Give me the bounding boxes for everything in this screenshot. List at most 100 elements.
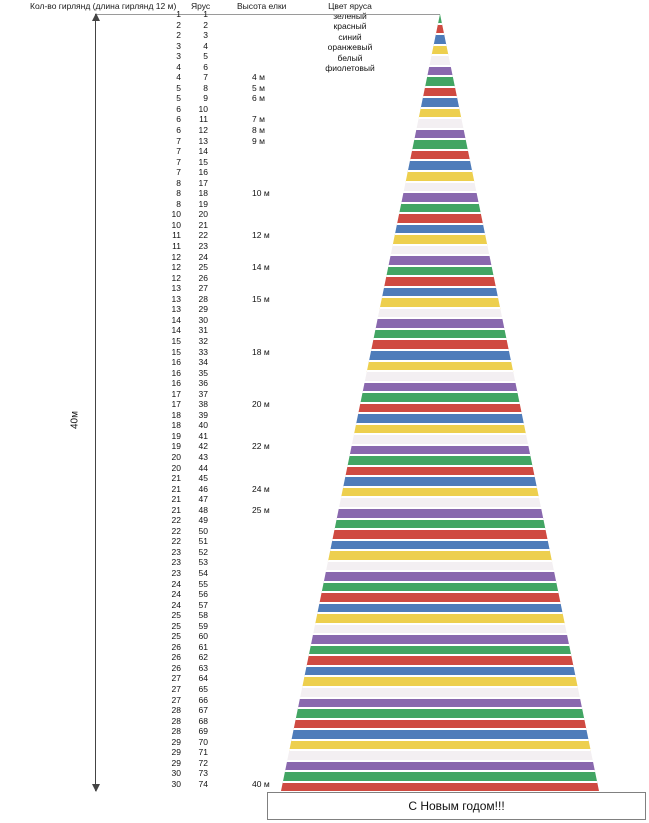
table-row: 7 13 9 м <box>145 136 298 147</box>
tree-height-cell <box>252 631 298 642</box>
table-row: 25 59 <box>145 621 298 632</box>
legend-item-6: фиолетовый <box>325 62 375 73</box>
tree-height-cell: 8 м <box>252 125 265 136</box>
garland-count-cell: 22 <box>171 515 181 526</box>
garland-count-cell: 26 <box>171 641 181 652</box>
table-row: 8 18 10 м <box>145 188 298 199</box>
garland-count-cell: 2 <box>176 30 181 41</box>
tree-tier-stripe <box>281 445 599 457</box>
tier-number-cell: 2 <box>203 19 208 30</box>
tree-height-cell <box>252 51 298 62</box>
tier-number-cell: 68 <box>198 715 208 726</box>
garland-count-cell: 25 <box>171 620 181 631</box>
tree-tier-stripe <box>281 530 599 541</box>
garland-count-cell: 29 <box>171 757 181 768</box>
greeting-banner: С Новым годом!!! <box>267 792 646 820</box>
tree-height-cell <box>252 621 298 632</box>
dimension-extension-line <box>95 14 440 15</box>
garland-count-cell: 16 <box>171 367 181 378</box>
tree-tier-stripe <box>281 77 599 88</box>
tree-height-cell <box>252 104 298 115</box>
tier-number-cell: 38 <box>198 399 208 410</box>
garland-count-cell: 22 <box>171 536 181 547</box>
tree-tier-stripe <box>281 561 599 573</box>
garland-count-cell: 18 <box>171 409 181 420</box>
garland-count-cell: 21 <box>171 494 181 505</box>
tree-tier-stripe <box>281 298 599 309</box>
table-row: 26 63 <box>145 663 298 674</box>
tree-height-cell: 14 м <box>252 262 270 273</box>
tier-number-cell: 63 <box>198 662 208 673</box>
tier-number-cell: 51 <box>198 536 208 547</box>
dimension-total-height-label: 40м <box>69 411 81 429</box>
garland-count-cell: 12 <box>171 251 181 262</box>
tree-tier-stripe <box>281 709 599 720</box>
garland-count-cell: 19 <box>171 441 181 452</box>
tree-height-cell: 20 м <box>252 399 270 410</box>
tier-number-cell: 5 <box>203 51 208 62</box>
tree-height-cell <box>252 515 298 526</box>
tree-tier-stripe <box>281 508 599 520</box>
tree-tier-stripe <box>281 66 599 78</box>
garland-count-cell: 27 <box>171 673 181 684</box>
tree-tier-stripe <box>281 266 599 278</box>
table-row: 21 47 <box>145 494 298 505</box>
tree-tier-stripe <box>281 108 599 120</box>
tree-tier-stripe <box>281 171 599 183</box>
garland-count-cell: 13 <box>171 283 181 294</box>
garland-count-cell: 11 <box>172 241 181 252</box>
table-row: 27 64 <box>145 673 298 684</box>
tier-number-cell: 35 <box>198 367 208 378</box>
tree-tier-stripe <box>281 35 599 46</box>
tree-height-cell: 7 м <box>252 114 265 125</box>
dimension-arrow-bottom-icon <box>91 784 100 792</box>
garland-count-cell: 3 <box>176 40 181 51</box>
tier-number-cell: 27 <box>198 283 208 294</box>
tree-height-cell <box>252 610 298 621</box>
tree-tier-stripe <box>281 308 599 320</box>
tree-tier-stripe <box>281 56 599 67</box>
tree-tier-stripe <box>281 87 599 99</box>
tree-tier-stripe <box>281 214 599 225</box>
tree-tier-stripe <box>281 382 599 394</box>
tier-number-cell: 64 <box>198 673 208 684</box>
garland-count-cell: 1 <box>176 9 181 19</box>
tree-tier-stripe <box>281 635 599 646</box>
tree-height-cell <box>252 41 298 52</box>
header-tree-height-column: Высота елки <box>237 1 287 11</box>
garland-count-cell: 30 <box>171 768 181 779</box>
tree-tier-stripe <box>281 182 599 194</box>
tree-height-cell <box>252 9 298 20</box>
garland-count-cell: 21 <box>171 504 181 515</box>
tree-height-cell <box>252 283 298 294</box>
tree-height-cell <box>252 220 298 231</box>
tree-height-cell <box>252 705 298 716</box>
tree-height-cell: 10 м <box>252 188 270 199</box>
tree-height-cell: 9 м <box>252 135 265 146</box>
tree-height-cell: 15 м <box>252 293 270 304</box>
garland-count-cell: 8 <box>176 177 181 188</box>
table-row: 24 57 <box>145 600 298 611</box>
tier-number-cell: 12 <box>198 125 208 136</box>
tree-height-cell: 18 м <box>252 346 270 357</box>
tree-height-cell <box>252 315 298 326</box>
dimension-arrow-top-icon <box>91 13 100 21</box>
tree-height-cell <box>252 526 298 537</box>
tier-number-cell: 11 <box>199 114 208 125</box>
dimension-line <box>91 13 100 792</box>
table-row: 17 37 <box>145 389 298 400</box>
table-row: 23 53 <box>145 557 298 568</box>
garland-count-cell: 5 <box>176 82 181 93</box>
tier-number-cell: 49 <box>198 515 208 526</box>
tree-height-cell <box>252 241 298 252</box>
tier-number-cell: 1 <box>203 9 208 19</box>
tier-number-cell: 74 <box>198 778 208 789</box>
tree-height-cell <box>252 695 298 706</box>
tier-number-cell: 25 <box>198 262 208 273</box>
garland-count-cell: 8 <box>176 188 181 199</box>
color-legend: зеленый красный синий оранжевый белый фиолето… <box>313 11 387 73</box>
table-row: 30 73 <box>145 768 298 779</box>
tree-height-cell: 25 м <box>252 504 270 515</box>
garland-count-cell: 28 <box>171 715 181 726</box>
